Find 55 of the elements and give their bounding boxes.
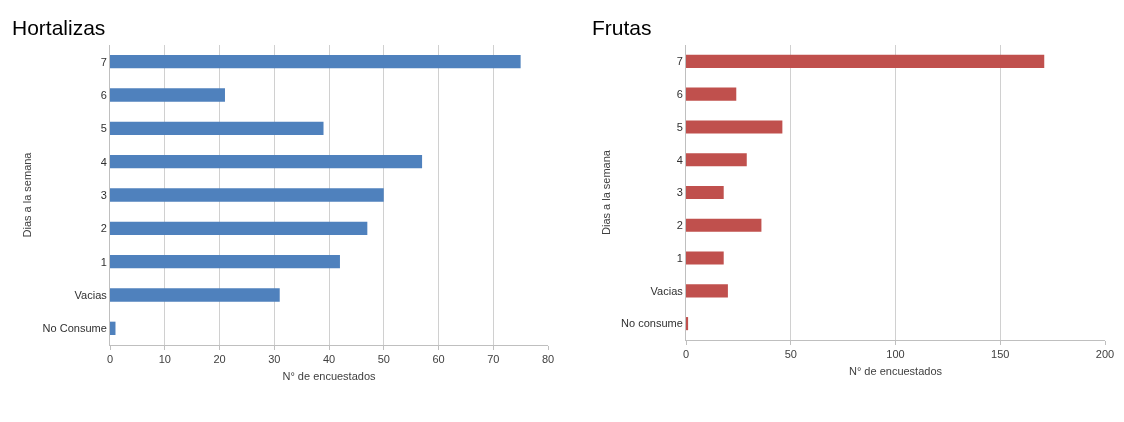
x-axis-title: N° de encuestados xyxy=(848,365,943,378)
bar xyxy=(686,251,724,265)
bar xyxy=(110,221,368,235)
x-tick-label: 40 xyxy=(322,353,336,366)
bar xyxy=(110,288,280,302)
y-tick-label: 3 xyxy=(100,188,107,201)
x-tick-label: 20 xyxy=(213,353,226,366)
bar xyxy=(110,55,521,69)
x-tick-label: 80 xyxy=(541,353,555,366)
x-tick-label: 200 xyxy=(1095,348,1115,361)
chart-title: Hortalizas xyxy=(12,16,106,39)
y-tick-label: 6 xyxy=(676,88,683,101)
x-tick-label: 30 xyxy=(268,353,281,366)
bar xyxy=(686,54,1045,68)
y-tick-label: 1 xyxy=(676,251,683,264)
bar xyxy=(110,188,384,202)
bar xyxy=(110,121,324,135)
x-tick-label: 70 xyxy=(487,353,500,366)
x-tick-label: 60 xyxy=(432,353,445,366)
x-tick-label: 0 xyxy=(682,348,690,361)
y-tick-label: 5 xyxy=(100,122,107,135)
x-tick-label: 50 xyxy=(784,348,797,361)
y-tick-label: 4 xyxy=(676,153,683,166)
x-tick-label: 100 xyxy=(886,348,905,361)
y-tick-label: 3 xyxy=(676,186,683,199)
y-tick-label: 4 xyxy=(100,155,107,168)
y-axis-title: Dias a la semana xyxy=(599,149,612,235)
bar xyxy=(686,185,724,200)
y-tick-label: Vacias xyxy=(74,288,108,301)
bar xyxy=(110,88,225,102)
x-tick-label: 150 xyxy=(991,348,1010,361)
bar xyxy=(686,120,783,134)
y-tick-label: No consume xyxy=(621,317,683,330)
y-tick-label: 2 xyxy=(100,222,107,235)
bar xyxy=(686,317,689,331)
bar xyxy=(686,218,762,232)
y-tick-label: No Consume xyxy=(42,322,107,335)
y-tick-label: Vacias xyxy=(650,284,684,297)
bar xyxy=(110,155,423,169)
x-tick-label: 10 xyxy=(158,353,171,366)
bar xyxy=(110,255,340,269)
x-axis-title: N° de encuestados xyxy=(282,370,377,383)
bar xyxy=(686,153,747,167)
y-tick-label: 7 xyxy=(676,55,683,68)
y-tick-label: 7 xyxy=(100,55,107,68)
y-tick-label: 2 xyxy=(676,219,683,232)
y-tick-label: 6 xyxy=(100,88,107,101)
y-tick-label: 5 xyxy=(676,120,683,133)
y-tick-label: 1 xyxy=(100,255,107,268)
bar xyxy=(686,284,728,298)
chart-title: Frutas xyxy=(592,16,652,39)
bar xyxy=(686,87,737,101)
x-tick-label: 0 xyxy=(106,353,114,366)
x-tick-label: 50 xyxy=(377,353,390,366)
y-axis-title: Dias a la semana xyxy=(21,151,34,238)
